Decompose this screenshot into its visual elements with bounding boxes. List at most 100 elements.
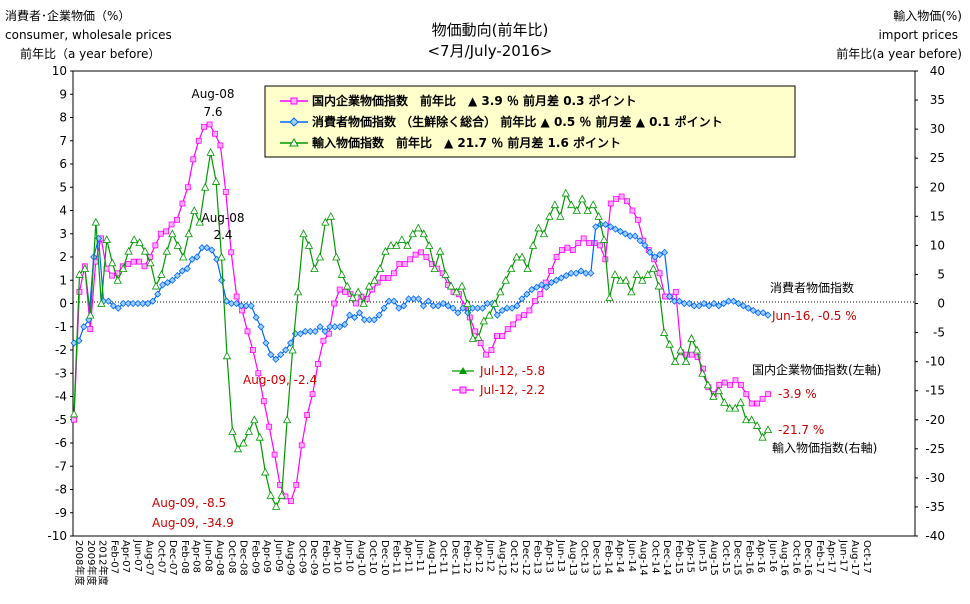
data-point — [538, 281, 546, 289]
data-point — [703, 380, 713, 389]
data-point — [765, 391, 771, 398]
data-point — [228, 427, 237, 435]
data-point — [359, 299, 368, 307]
right-tick-label: -5 — [933, 326, 945, 340]
x-tick-label: Oct-14 — [649, 540, 660, 574]
data-point — [315, 361, 321, 367]
cpi-latest-label: Jun-16, -0.5 % — [771, 309, 857, 323]
data-point — [293, 481, 300, 488]
data-point — [129, 235, 139, 243]
data-point — [736, 397, 745, 406]
ppi-peak-value: 7.6 — [203, 105, 222, 119]
x-tick-label: Jun-12 — [485, 539, 496, 572]
data-point — [227, 299, 236, 308]
left-tick-label: 5 — [59, 180, 67, 194]
data-point — [282, 415, 292, 424]
annotations: Aug-08 7.6 Aug-08 2.4 Aug-09, -2.4 Aug-0… — [152, 87, 881, 530]
left-tick-label: 1 — [59, 273, 67, 287]
data-point — [463, 299, 472, 307]
data-point — [353, 287, 363, 296]
left-tick-label: 7 — [59, 134, 67, 148]
right-tick-label: -25 — [925, 442, 945, 456]
data-point — [446, 281, 456, 290]
data-point — [748, 400, 755, 407]
data-point — [390, 297, 398, 305]
data-point — [244, 328, 251, 335]
data-point — [478, 304, 487, 312]
x-tick-label: Apr-08 — [191, 540, 202, 573]
legend-ppi-marker — [290, 97, 298, 105]
data-point — [208, 246, 216, 254]
x-tick-label: Apr-10 — [332, 540, 343, 573]
data-point — [665, 339, 674, 348]
data-point — [434, 302, 442, 310]
data-point — [715, 302, 723, 310]
data-point — [113, 275, 122, 284]
data-point — [353, 300, 359, 307]
data-point — [298, 442, 305, 449]
legend-cpi-marker — [289, 117, 299, 127]
x-tick-label: Oct-16 — [790, 540, 801, 574]
data-point — [321, 327, 329, 335]
data-point — [504, 326, 511, 332]
x-tick-label: Apr-16 — [755, 540, 766, 573]
data-point — [632, 270, 642, 278]
data-point — [108, 258, 117, 267]
data-point — [277, 490, 286, 499]
left-tick-label: -8 — [55, 483, 67, 497]
data-point — [485, 310, 494, 319]
x-tick-label: Aug-17 — [849, 540, 860, 576]
data-point — [70, 339, 78, 347]
data-point — [130, 258, 137, 265]
data-point — [618, 193, 625, 200]
data-point — [87, 326, 94, 332]
right-tick-label: 5 — [937, 267, 945, 281]
x-tick-label: Aug-12 — [496, 540, 507, 576]
left-tick-label: -1 — [55, 320, 67, 334]
data-point — [91, 217, 101, 226]
data-point — [267, 351, 275, 359]
data-point — [721, 379, 728, 386]
axis-ticks: 109876543210-1-2-3-4-5-6-7-8-9-104035302… — [47, 64, 945, 543]
data-point — [428, 261, 435, 267]
data-point — [649, 264, 658, 273]
left-tick-label: -3 — [55, 366, 67, 380]
data-point — [419, 302, 428, 310]
data-point — [168, 276, 177, 284]
data-point — [212, 130, 218, 137]
data-point — [252, 313, 260, 322]
data-point — [375, 264, 385, 273]
data-point — [71, 416, 77, 423]
data-point — [400, 302, 408, 310]
data-point — [331, 300, 338, 307]
data-point — [725, 403, 734, 412]
data-point — [583, 206, 592, 214]
data-point — [355, 309, 364, 317]
data-point — [424, 297, 432, 305]
data-point — [203, 244, 211, 252]
data-point — [184, 184, 191, 191]
ppi-latest-label: -3.9 % — [778, 387, 817, 401]
data-point — [582, 269, 590, 277]
data-point — [638, 275, 647, 284]
data-point — [119, 264, 128, 273]
legend: 国内企業物価指数 前年比 ▲ 3.9 ％ 前月差 0.3 ポイント 消費者物価指… — [264, 85, 796, 158]
data-point — [569, 247, 576, 253]
data-point — [401, 261, 408, 267]
data-point — [272, 502, 281, 510]
x-tick-label: Dec-12 — [520, 540, 531, 576]
data-point — [720, 397, 729, 406]
x-tick-label: Jun-16 — [767, 539, 778, 572]
chart-title: 物価動向(前年比) — [432, 21, 549, 39]
data-point — [661, 248, 669, 256]
data-point — [553, 254, 560, 260]
x-tick-label: Aug-09 — [285, 540, 296, 576]
x-tick-label: Aug-08 — [214, 540, 225, 576]
data-point — [754, 309, 762, 317]
data-point — [498, 306, 506, 315]
x-axis-labels: 2008年度 2009年度 2012年度 Feb-07 Apr-07 Jun-07 Aug-… — [73, 539, 872, 585]
data-point — [217, 252, 226, 261]
data-point — [479, 316, 489, 325]
data-point — [547, 279, 555, 287]
x-tick-label: Feb-16 — [743, 540, 754, 574]
